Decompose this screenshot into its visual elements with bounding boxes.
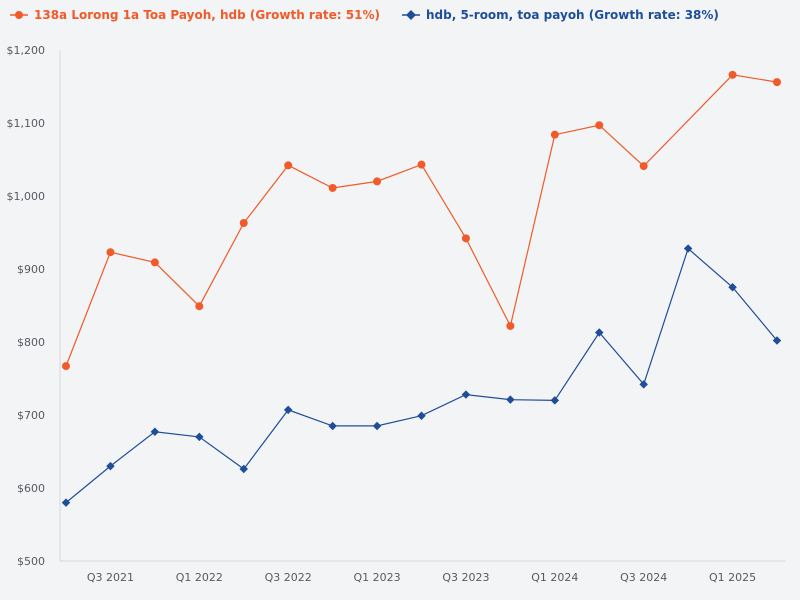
y-tick-label: $1,200 xyxy=(7,44,46,57)
x-tick-label: Q1 2022 xyxy=(176,571,223,584)
data-point-series-1 xyxy=(150,258,159,267)
data-point-series-2 xyxy=(550,396,560,405)
data-point-series-1 xyxy=(417,160,426,169)
data-point-series-2 xyxy=(239,464,248,474)
x-tick-label: Q1 2025 xyxy=(709,571,756,584)
data-point-series-2 xyxy=(61,498,71,507)
data-point-series-2 xyxy=(506,395,515,404)
data-point-series-1 xyxy=(461,234,470,243)
data-point-series-2 xyxy=(595,328,604,337)
data-point-series-1 xyxy=(239,219,248,228)
data-point-series-1 xyxy=(639,162,648,171)
data-point-series-2 xyxy=(417,411,426,420)
data-point-series-1 xyxy=(195,302,204,311)
series-line-1 xyxy=(65,74,778,367)
y-tick-label: $500 xyxy=(17,555,45,568)
series-line-2 xyxy=(65,247,778,504)
data-point-series-2 xyxy=(195,432,204,442)
data-point-series-2 xyxy=(728,283,737,292)
data-point-series-1 xyxy=(773,78,781,87)
x-tick-label: Q3 2023 xyxy=(442,571,489,584)
series-layer xyxy=(61,70,782,507)
legend-entry-series-1[interactable]: 138a Lorong 1a Toa Payoh, hdb (Growth ra… xyxy=(10,8,380,22)
legend-label-series-2: hdb, 5-room, toa payoh (Growth rate: 38%… xyxy=(425,8,719,22)
data-point-series-1 xyxy=(106,248,115,257)
x-tick-label: Q1 2023 xyxy=(353,571,400,584)
data-point-series-2 xyxy=(372,421,382,431)
data-point-series-1 xyxy=(550,130,559,139)
x-tick-label: Q3 2022 xyxy=(265,571,312,584)
data-point-series-1 xyxy=(373,177,382,186)
y-tick-label: $900 xyxy=(17,263,45,276)
x-tick-label: Q3 2024 xyxy=(620,571,667,584)
data-point-series-2 xyxy=(461,390,471,399)
x-tick-label: Q1 2024 xyxy=(531,571,578,584)
data-point-series-2 xyxy=(772,336,782,345)
data-point-series-2 xyxy=(150,427,160,437)
data-point-series-1 xyxy=(728,70,737,79)
legend-entry-series-2[interactable]: hdb, 5-room, toa payoh (Growth rate: 38%… xyxy=(401,8,719,22)
y-tick-label: $1,100 xyxy=(7,117,46,130)
y-tick-label: $800 xyxy=(17,336,45,349)
data-point-series-1 xyxy=(62,362,70,371)
y-tick-label: $700 xyxy=(17,409,45,422)
legend-marker-diamond-icon xyxy=(401,10,420,20)
legend: 138a Lorong 1a Toa Payoh, hdb (Growth ra… xyxy=(10,8,719,22)
axes-group: $500 $600 $700 $800 $900 $1,000 $1,100 $1,200 Q3… xyxy=(7,44,785,584)
data-point-series-2 xyxy=(328,421,337,431)
data-point-series-2 xyxy=(106,461,115,471)
data-point-series-2 xyxy=(639,380,648,389)
x-tick-label: Q3 2021 xyxy=(87,571,134,584)
data-point-series-1 xyxy=(284,161,293,170)
y-tick-label: $1,000 xyxy=(7,190,46,203)
data-point-series-1 xyxy=(506,321,515,330)
legend-label-series-1: 138a Lorong 1a Toa Payoh, hdb (Growth ra… xyxy=(34,8,380,22)
legend-marker-circle-icon xyxy=(10,11,28,19)
y-tick-label: $600 xyxy=(17,482,45,495)
data-point-series-1 xyxy=(595,121,604,130)
data-point-series-2 xyxy=(283,405,293,415)
data-point-series-1 xyxy=(328,183,337,192)
